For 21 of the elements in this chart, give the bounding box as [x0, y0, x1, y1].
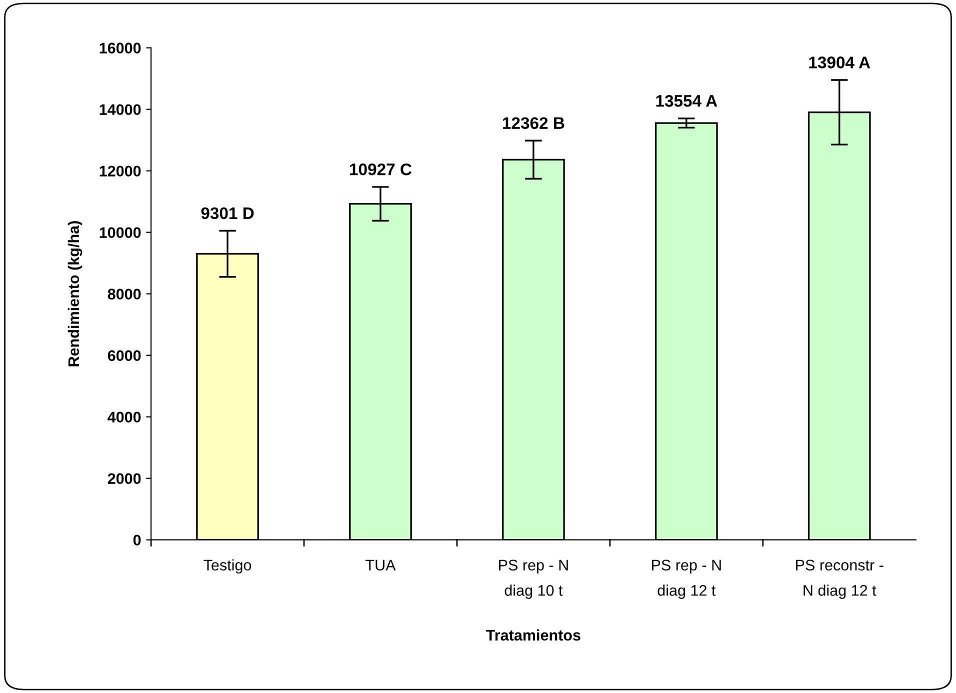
x-tick-label: TUA [366, 560, 396, 571]
data-label: 10927 C [350, 163, 412, 176]
y-tick-label: 16000 [100, 42, 141, 54]
data-label: 13554 A [656, 94, 718, 107]
y-tick-label: 14000 [100, 104, 141, 116]
data-label: 9301 D [201, 207, 254, 220]
x-axis-title: Tratamientos [486, 629, 580, 641]
y-tick-label: 4000 [108, 412, 141, 423]
data-label: 12362 B [502, 117, 564, 130]
y-tick-label: 0 [133, 534, 141, 546]
y-tick-label: 2000 [108, 473, 141, 484]
x-tick-label: PS rep - N diag 12 t [652, 560, 721, 599]
y-axis-title: Rendimiento (kg/ha) [68, 221, 82, 366]
x-tick-label: Testigo [204, 559, 252, 574]
y-tick-label: 10000 [100, 227, 141, 238]
y-tick-label: 12000 [100, 166, 141, 177]
y-tick-label: 8000 [108, 288, 141, 300]
x-tick-label: PS rep - N diag 10 t [499, 560, 568, 599]
y-tick-label: 6000 [108, 350, 141, 362]
data-label: 13904 A [809, 56, 870, 68]
x-tick-label: PS reconstr - N diag 12 t [796, 560, 884, 599]
